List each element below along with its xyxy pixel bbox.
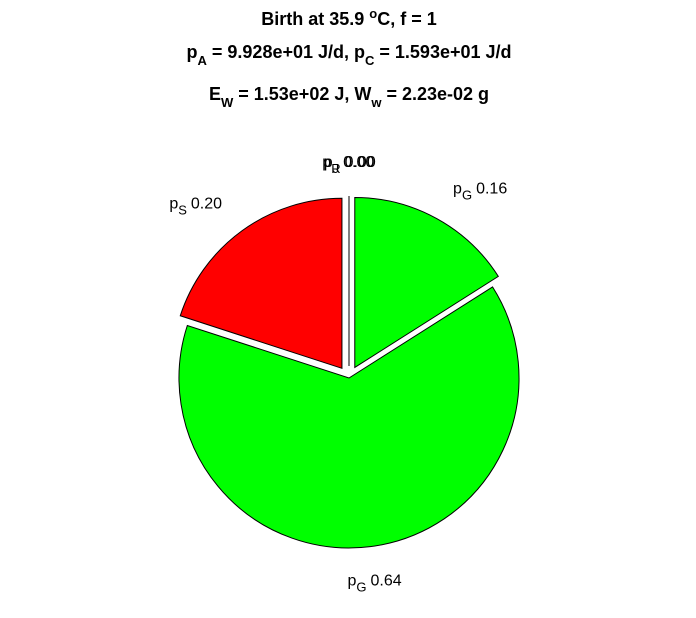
title-text: = 1.53e+02 J, W — [233, 84, 371, 104]
title-text: Birth at 35.9 — [261, 9, 369, 29]
label-value: 0.20 — [191, 195, 222, 212]
label-name: p — [453, 181, 462, 198]
label-sub: G — [462, 188, 472, 203]
pie-slice — [178, 286, 520, 549]
title-sub: A — [198, 53, 208, 68]
title-sub: C — [365, 53, 375, 68]
label-name: p — [322, 154, 331, 171]
chart-title: Birth at 35.9 oC, f = 1 — [261, 6, 437, 29]
title-text: = 9.928e+01 J/d, p — [207, 42, 365, 62]
slice-label: pG 0.16 — [453, 181, 507, 203]
label-name: p — [324, 154, 333, 171]
label-value: 0.64 — [371, 572, 402, 589]
label-value: 0.00 — [345, 154, 376, 171]
label-sub: R — [331, 161, 340, 176]
label-name: p — [169, 195, 178, 212]
slice-label: pR 0.00 — [322, 154, 376, 176]
title-sub: W — [221, 95, 234, 110]
title-text: p — [187, 42, 198, 62]
slice-label: pS 0.20 — [169, 195, 222, 217]
pie-slice — [179, 197, 343, 369]
slice-label: pG 0.64 — [347, 572, 401, 594]
label-sub: G — [356, 579, 366, 594]
label-sub: S — [178, 202, 187, 217]
pie-slice — [354, 196, 500, 369]
chart-title: pA = 9.928e+01 J/d, pC = 1.593e+01 J/d — [187, 42, 512, 68]
label-name: p — [347, 572, 356, 589]
slice-label: pJ 0.00 — [324, 154, 375, 176]
label-sub: J — [333, 161, 340, 176]
chart-title: EW = 1.53e+02 J, Ww = 2.23e-02 g — [209, 84, 489, 110]
title-sup: o — [369, 6, 377, 21]
label-value: 0.00 — [343, 154, 374, 171]
label-value: 0.16 — [476, 181, 507, 198]
title-text: = 2.23e-02 g — [381, 84, 489, 104]
title-text: = 1.593e+01 J/d — [374, 42, 511, 62]
title-text: C, f = 1 — [377, 9, 437, 29]
title-sub: w — [370, 95, 382, 110]
title-text: E — [209, 84, 221, 104]
